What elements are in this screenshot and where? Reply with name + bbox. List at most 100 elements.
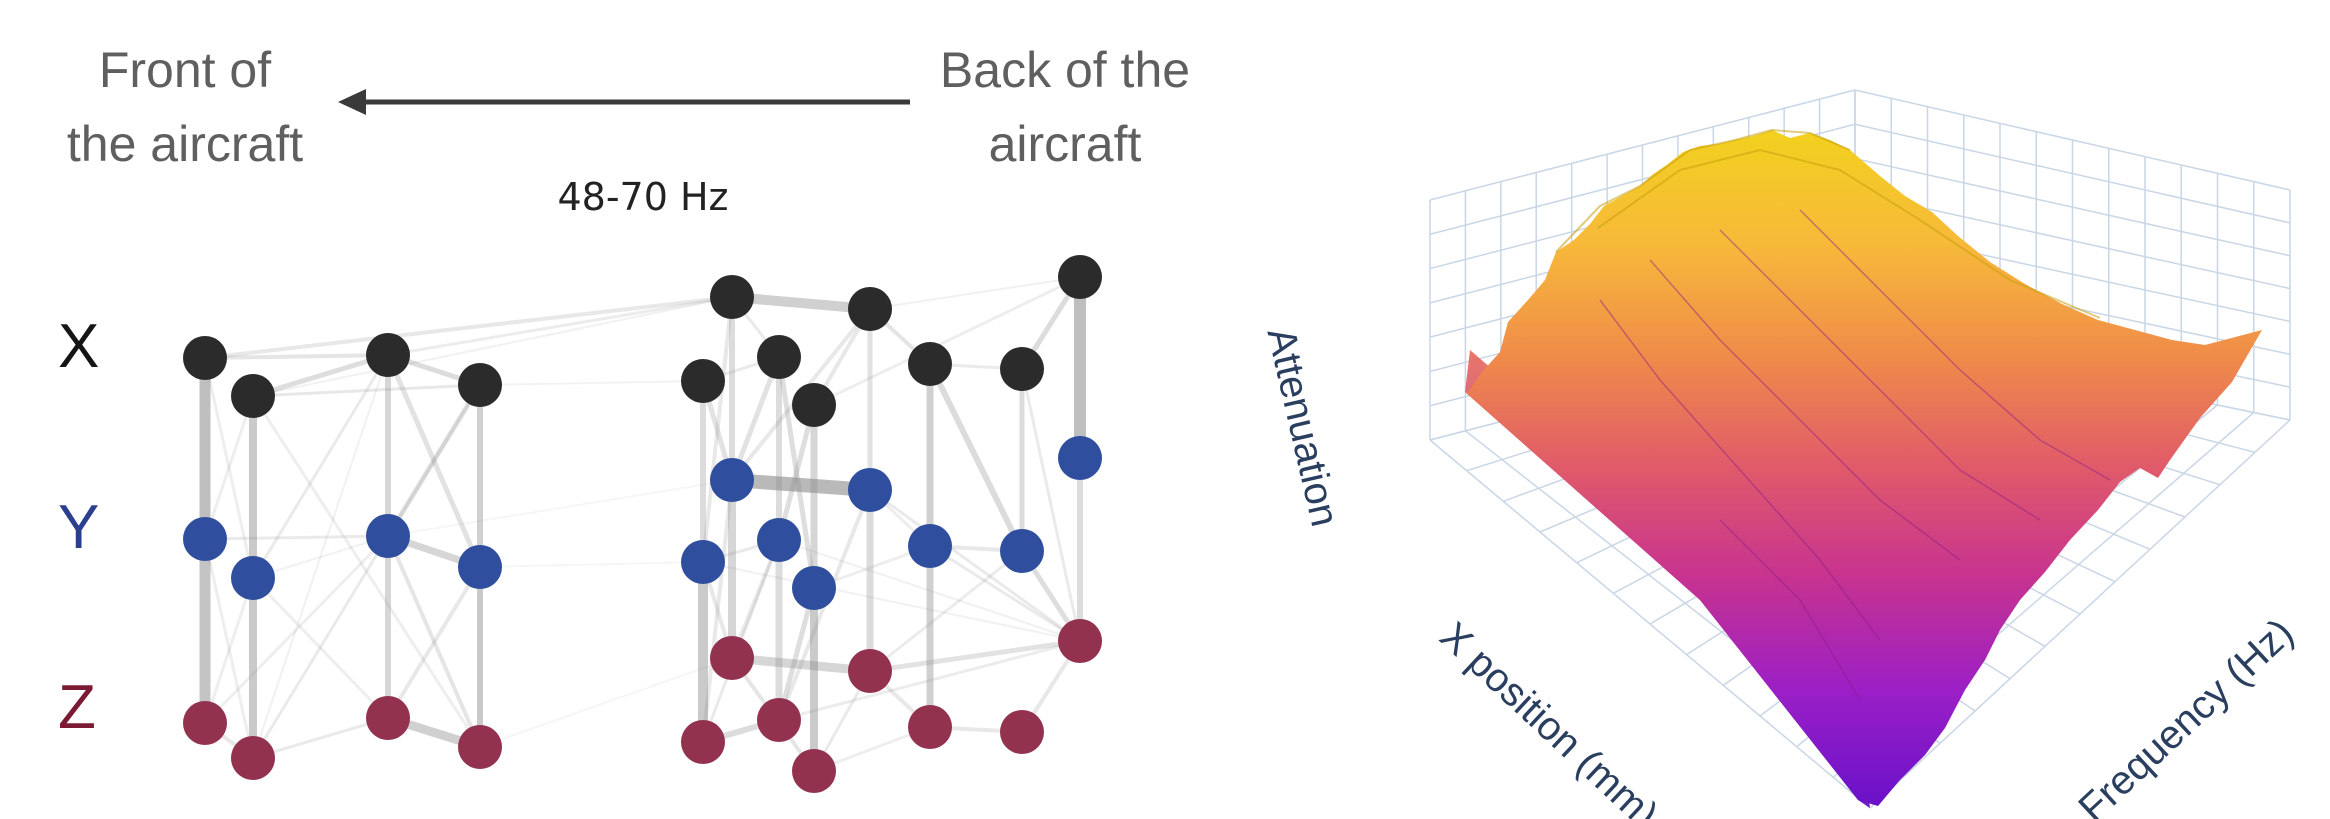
network-edge xyxy=(725,473,877,497)
axis-label-z: Z xyxy=(58,673,96,742)
axis-label-x: X xyxy=(58,312,99,381)
sensor-node-x xyxy=(710,275,754,319)
sensor-node-x xyxy=(848,287,892,331)
sensor-node-x xyxy=(231,374,275,418)
sensor-node-y xyxy=(792,566,836,610)
network-edge xyxy=(386,295,734,357)
sensor-node-y xyxy=(908,524,952,568)
sensor-node-y xyxy=(1000,529,1044,573)
network-edge xyxy=(251,394,482,749)
surface-folds xyxy=(1599,209,2111,701)
network-edge xyxy=(702,561,1081,642)
front-label-line1: Front of xyxy=(99,42,271,98)
sensor-node-z xyxy=(1058,619,1102,663)
network-edge xyxy=(203,576,255,725)
network-edge xyxy=(251,716,390,760)
network-edge xyxy=(701,295,734,564)
network-edge xyxy=(387,479,733,537)
sensor-node-z xyxy=(792,749,836,793)
network-edge xyxy=(701,478,734,744)
network-edge xyxy=(1020,367,1082,643)
surface-mesh xyxy=(1465,130,2262,806)
network-edge xyxy=(778,539,1081,642)
network-edge xyxy=(203,534,390,725)
network-edge xyxy=(250,352,391,399)
network-edge xyxy=(777,639,1082,722)
network-edge xyxy=(928,544,1082,643)
network-edge xyxy=(203,295,734,360)
surface-ridges xyxy=(1555,128,2101,319)
sensor-node-z xyxy=(231,736,275,780)
arrow-left-icon xyxy=(338,89,366,115)
frequency-band-label: 48-70 Hz xyxy=(557,175,728,219)
network-edge xyxy=(727,292,875,314)
sensor-node-z xyxy=(366,696,410,740)
grid-line xyxy=(1854,89,2291,191)
sensor-node-y xyxy=(757,518,801,562)
network-edges xyxy=(199,271,1086,775)
sensor-node-x xyxy=(757,335,801,379)
back-label-line1: Back of the xyxy=(940,42,1190,98)
network-edge xyxy=(203,356,255,580)
sensor-node-z xyxy=(908,705,952,749)
surface-axis-z-label: Attenuation xyxy=(1258,324,1346,531)
grid-line xyxy=(1854,123,2291,224)
sensor-node-y xyxy=(231,556,275,600)
network-edge xyxy=(252,296,733,397)
network-edge xyxy=(479,657,733,748)
sensor-node-z xyxy=(848,649,892,693)
sensor-node-z xyxy=(1000,710,1044,754)
network-edge xyxy=(479,561,704,568)
network-edge xyxy=(869,276,1081,310)
grid-line xyxy=(1429,89,1856,201)
sensor-node-y xyxy=(848,468,892,512)
network-edge xyxy=(776,402,817,543)
network-edge xyxy=(812,275,1082,407)
network-edge xyxy=(251,576,390,720)
network-edge xyxy=(479,380,704,386)
network-edge xyxy=(927,361,1025,554)
sensor-node-z xyxy=(183,701,227,745)
network-edge xyxy=(385,352,483,570)
network-edge xyxy=(727,653,875,676)
sensor-node-z xyxy=(757,698,801,742)
network-edge xyxy=(252,535,389,579)
sensor-node-z xyxy=(710,636,754,680)
back-label-line2: aircraft xyxy=(989,116,1142,172)
front-label-line2: the aircraft xyxy=(67,116,303,172)
sensor-node-x xyxy=(183,336,227,380)
network-edge xyxy=(867,638,1083,674)
sensor-node-y xyxy=(681,540,725,584)
network-edge xyxy=(203,537,255,760)
axis-label-y: Y xyxy=(58,493,99,562)
grid-line xyxy=(1869,419,2291,809)
network-edge xyxy=(776,585,817,723)
sensor-node-y xyxy=(366,514,410,558)
sensor-node-y xyxy=(710,458,754,502)
network-edge xyxy=(251,383,482,398)
sensor-node-z xyxy=(458,725,502,769)
grid-line xyxy=(1854,157,2291,257)
sensor-node-x xyxy=(1058,255,1102,299)
sensor-node-x xyxy=(1000,347,1044,391)
network-edge xyxy=(252,354,389,759)
network-edge xyxy=(203,353,390,360)
sensor-node-x xyxy=(908,342,952,386)
network-edge xyxy=(776,354,817,591)
surface-axis-x-label: X position (mm) xyxy=(1431,614,1666,819)
network-edge xyxy=(386,534,482,749)
network-edge xyxy=(251,383,482,760)
sensor-node-x xyxy=(681,359,725,403)
surface-plot: Attenuation X position (mm) Frequency (H… xyxy=(1258,89,2302,819)
sensor-node-y xyxy=(458,545,502,589)
sensor-node-x xyxy=(792,383,836,427)
surface-axis-y-label: Frequency (Hz) xyxy=(2070,610,2302,819)
network-edge xyxy=(203,534,390,541)
header: Front of the aircraft Back of the aircra… xyxy=(67,42,1190,219)
network-edge xyxy=(385,382,483,539)
network-edge xyxy=(868,549,1024,673)
sensor-node-y xyxy=(1058,436,1102,480)
sensor-node-x xyxy=(458,363,502,407)
sensor-node-z xyxy=(681,720,725,764)
grid-line xyxy=(1854,192,2291,290)
